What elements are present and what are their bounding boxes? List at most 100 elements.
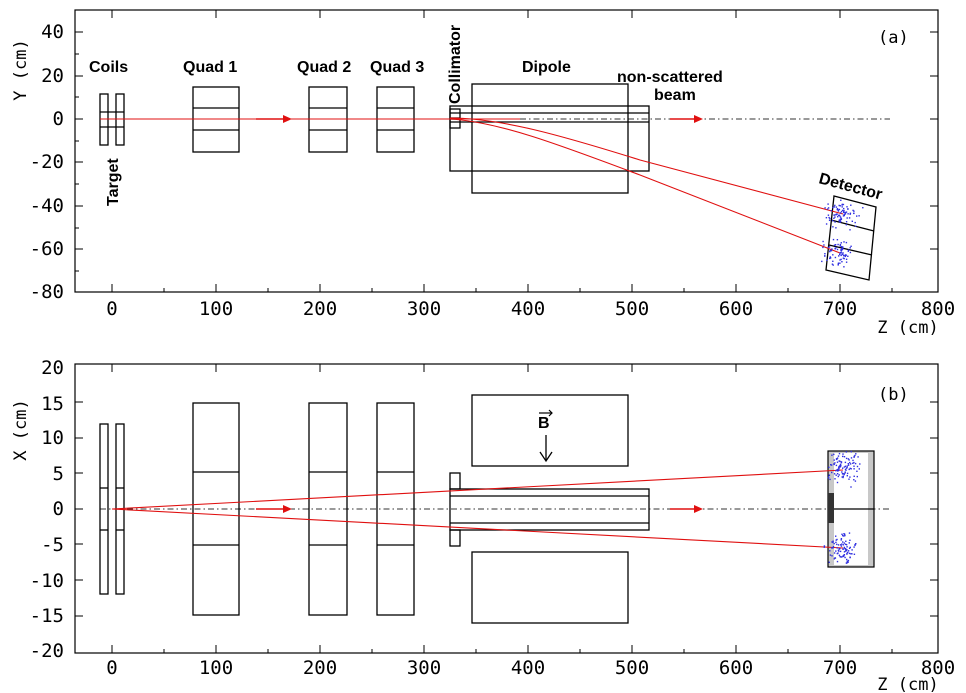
detector-hit (845, 540, 847, 542)
detector-hit (842, 534, 844, 537)
detector-hit (833, 453, 835, 456)
detector-hit (845, 221, 848, 223)
detector-hit (832, 545, 835, 548)
x-tick: 0 (106, 298, 117, 320)
quad2-b (308, 402, 348, 616)
detector-hit (842, 252, 844, 254)
detector-hit (845, 211, 848, 213)
x-tick: 100 (199, 657, 233, 679)
y-tick: 20 (41, 65, 64, 87)
detector-hit (824, 207, 826, 209)
detector-hit (852, 459, 854, 462)
detector-hit (823, 546, 825, 548)
detector-hit (840, 254, 842, 257)
detector-hit (839, 259, 841, 261)
detector-hit (855, 543, 857, 545)
detector-hit (837, 216, 839, 218)
detector-hit (842, 555, 845, 558)
detector-hit (831, 263, 834, 265)
y-tick: -40 (30, 195, 64, 217)
detector-hit (846, 546, 848, 548)
detector-hit (835, 535, 837, 537)
detector-hit (848, 547, 851, 549)
detector-hit (848, 217, 851, 219)
detector-hit (831, 471, 833, 474)
detector-hit (845, 544, 848, 546)
detector-hit (846, 217, 848, 219)
detector-hit (846, 558, 848, 561)
detector-hit (843, 210, 845, 213)
detector-hit (834, 557, 836, 559)
detector-hit (832, 238, 835, 241)
detector-hit (834, 247, 836, 250)
x-tick: 200 (303, 657, 337, 679)
detector-hit (853, 461, 855, 464)
detector-hit (842, 467, 844, 469)
detector-hit (848, 468, 850, 471)
detector-hit (840, 251, 842, 253)
detector-hit (837, 544, 840, 546)
detector-hit (840, 249, 843, 251)
x-tick: 300 (407, 657, 441, 679)
detector-hit (830, 249, 832, 251)
detector-hit (827, 246, 830, 249)
panel-a-frame (74, 9, 939, 293)
detector-hit (837, 262, 840, 264)
detector-hit (840, 544, 842, 546)
detector-hit (849, 212, 852, 214)
x-tick: 400 (511, 657, 545, 679)
detector-hit (832, 206, 834, 209)
detector-hit (840, 556, 842, 558)
detector-hit (845, 548, 847, 551)
detector-hit (843, 551, 846, 553)
detector-hit (837, 263, 839, 265)
detector-hit (835, 464, 838, 467)
detector-hit (841, 248, 844, 250)
detector-hit (849, 251, 852, 254)
detector-hit (847, 464, 850, 466)
detector-hit (840, 462, 843, 464)
detector-hit (842, 215, 845, 217)
detector-hit (835, 541, 837, 544)
detector-hit (840, 545, 843, 547)
detector-hit (853, 455, 855, 458)
detector-hit (834, 462, 836, 464)
detector-hit (836, 248, 839, 251)
detector-hit (830, 464, 833, 466)
x-tick: 500 (615, 298, 649, 320)
detector-hit (845, 224, 848, 226)
detector-hit (830, 250, 833, 252)
detector-hit (835, 227, 837, 229)
detector-hit (849, 539, 851, 541)
detector-hit (838, 467, 840, 470)
detector-hit (842, 246, 844, 248)
detector-hit (835, 539, 837, 541)
y-tick: -15 (30, 605, 64, 627)
detector-hit (834, 478, 836, 480)
detector-hit (843, 535, 845, 537)
detector-hit (849, 247, 851, 249)
panel-b-x-ticks: 0 100 200 300 400 500 600 700 800 (106, 657, 955, 679)
detector-hit (834, 221, 836, 223)
detector-hit (829, 257, 832, 259)
y-tick: 10 (41, 427, 64, 449)
detector-hit (854, 462, 857, 465)
detector-hit (843, 473, 845, 476)
detector-hit (843, 542, 845, 544)
detector-hit (842, 253, 844, 256)
detector-hit (858, 215, 860, 217)
detector-hit (837, 552, 839, 554)
detector-hit (827, 207, 830, 209)
detector-hit (854, 543, 856, 546)
x-tick: 0 (106, 657, 117, 679)
detector-hit (833, 542, 835, 545)
detector-hit (844, 543, 847, 545)
panel-a: 40 20 0 -20 -40 -60 -80 (11, 9, 955, 338)
detector-hit (844, 547, 847, 550)
detector-hit (849, 556, 851, 559)
detector-hit (837, 470, 839, 472)
detector-hit (843, 211, 845, 213)
panel-a-label: (a) (878, 28, 909, 48)
detector-hit (829, 250, 831, 253)
